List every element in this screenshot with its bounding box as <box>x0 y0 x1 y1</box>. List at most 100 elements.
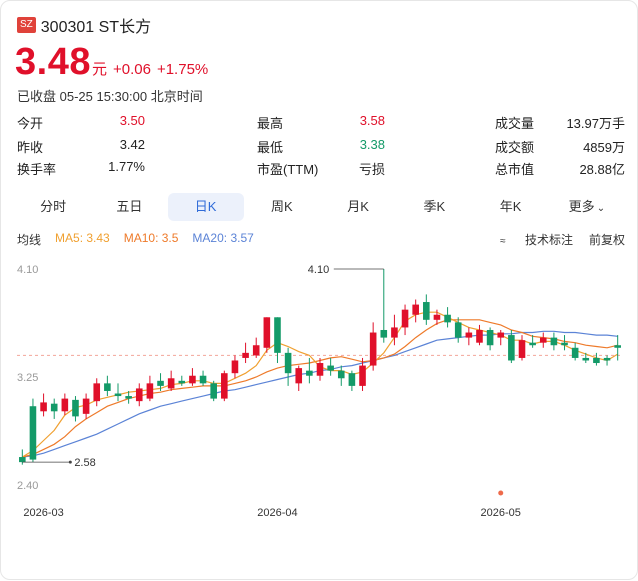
candle-body <box>263 317 271 348</box>
stat-volume: 成交量 13.97万手 <box>495 116 625 131</box>
candle-body <box>114 393 122 397</box>
y-tick-label: 4.10 <box>17 264 38 276</box>
tech-label: 技术标注 <box>524 233 573 247</box>
candle-body <box>561 342 568 346</box>
candle-body <box>210 383 217 399</box>
candle-body <box>221 373 228 399</box>
legend-main: 均线 <box>17 233 42 247</box>
legend-ma5: MA5: 3.43 <box>55 231 110 245</box>
candle-body <box>82 398 90 414</box>
min-dot <box>68 460 72 464</box>
candle-body <box>189 375 196 384</box>
candle-body <box>252 345 260 356</box>
x-tick-label: 2026-03 <box>23 507 63 519</box>
legend-ma10: MA10: 3.5 <box>123 231 179 245</box>
tab-monthly-k[interactable]: 月K <box>347 199 369 214</box>
candle-body <box>157 380 164 386</box>
candle-body <box>93 383 101 402</box>
candle-body <box>295 368 303 384</box>
min-label: 2.58 <box>74 457 95 469</box>
price-change-pct: +1.75% <box>156 61 209 78</box>
ma-legend: 均线 MA5: 3.43 MA10: 3.5 MA20: 3.57 ≈ 技术标注… <box>17 231 625 248</box>
candle-body <box>412 304 419 315</box>
candle-body <box>125 396 132 399</box>
exchange-badge: SZ <box>17 17 36 33</box>
x-tick-label: 2026-05 <box>481 507 521 519</box>
candle-body <box>476 329 483 343</box>
tab-five-day[interactable]: 五日 <box>116 199 143 214</box>
candle-body <box>593 357 600 364</box>
candle-body <box>497 332 505 338</box>
ma20-line <box>22 330 618 458</box>
candle-body <box>454 322 462 338</box>
tab-intraday[interactable]: 分时 <box>40 199 67 214</box>
candle-body <box>316 363 324 376</box>
candle-body <box>178 380 186 384</box>
y-tick-label: 3.25 <box>17 372 38 384</box>
x-tick-label: 2026-04 <box>257 507 297 519</box>
market-status: 已收盘 05-25 15:30:00 北京时间 <box>17 89 203 104</box>
stat-market-cap: 总市值 28.88亿 <box>495 162 625 177</box>
tab-daily-k[interactable]: 日K <box>167 193 244 221</box>
candle-body <box>19 457 26 463</box>
stat-amount: 成交额 4859万 <box>495 140 625 155</box>
candle-body <box>603 357 611 361</box>
candle-body <box>337 370 345 379</box>
candle-body <box>444 314 451 323</box>
period-tabs: 分时 五日 日K 周K 月K 季K 年K 更多 ⌄ <box>15 193 625 221</box>
candle-body <box>550 337 558 346</box>
indicator-icon: ≈ <box>500 236 506 247</box>
candle-body <box>50 403 58 412</box>
adjust-button[interactable]: 前复权 <box>588 233 625 247</box>
candle-body <box>401 309 409 328</box>
price-row: 3.48 元 +0.06 +1.75% <box>15 41 214 84</box>
tech-annotation-toggle[interactable]: ≈ 技术标注 <box>484 231 573 248</box>
candle-body <box>391 327 398 338</box>
candle-body <box>539 337 547 343</box>
candle-body <box>518 340 526 358</box>
candle-body <box>614 345 621 348</box>
candle-body <box>327 365 334 371</box>
stat-open: 今开 3.50 <box>17 113 145 131</box>
stat-high: 最高 3.58 <box>257 113 385 131</box>
stat-pe: 市盈(TTM) 亏损 <box>257 162 385 177</box>
stock-header: SZ 300301 ST长方 <box>17 13 151 37</box>
candle-body <box>135 388 143 402</box>
candle-body <box>284 352 292 374</box>
stat-prev-close: 昨收 3.42 <box>17 137 145 155</box>
candle-body <box>242 352 249 358</box>
candle-body <box>423 302 430 320</box>
legend-ma20: MA20: 3.57 <box>192 231 254 245</box>
candle-body <box>199 375 207 384</box>
candle-body <box>571 347 579 358</box>
candle-body <box>146 383 154 399</box>
tab-yearly-k[interactable]: 年K <box>499 199 522 214</box>
max-label: 4.10 <box>308 264 329 276</box>
price-change: +0.06 <box>112 61 151 78</box>
candle-body <box>433 314 441 320</box>
candle-body <box>508 335 515 361</box>
candle-body <box>29 406 37 460</box>
candle-body <box>348 373 356 386</box>
tab-quarterly-k[interactable]: 季K <box>423 199 446 214</box>
candle-body <box>231 360 239 374</box>
chevron-down-icon: ⌄ <box>596 203 606 214</box>
tab-more[interactable]: 更多 ⌄ <box>549 193 625 221</box>
ma10-line <box>22 319 618 458</box>
stat-low: 最低 3.38 <box>257 137 385 155</box>
candle-body <box>274 317 281 353</box>
stock-title: 300301 ST长方 <box>40 19 152 36</box>
candle-body <box>529 342 536 346</box>
candle-body <box>61 398 69 412</box>
ma5-line <box>21 311 619 458</box>
candle-body <box>72 399 79 417</box>
price-unit: 元 <box>91 61 107 78</box>
stat-turnover: 换手率 1.77% <box>17 159 145 177</box>
tab-weekly-k[interactable]: 周K <box>271 199 293 214</box>
tab-more-label: 更多 <box>568 199 595 214</box>
candle-body <box>380 329 388 338</box>
candle-body <box>167 378 175 389</box>
event-marker-dot <box>498 490 504 496</box>
